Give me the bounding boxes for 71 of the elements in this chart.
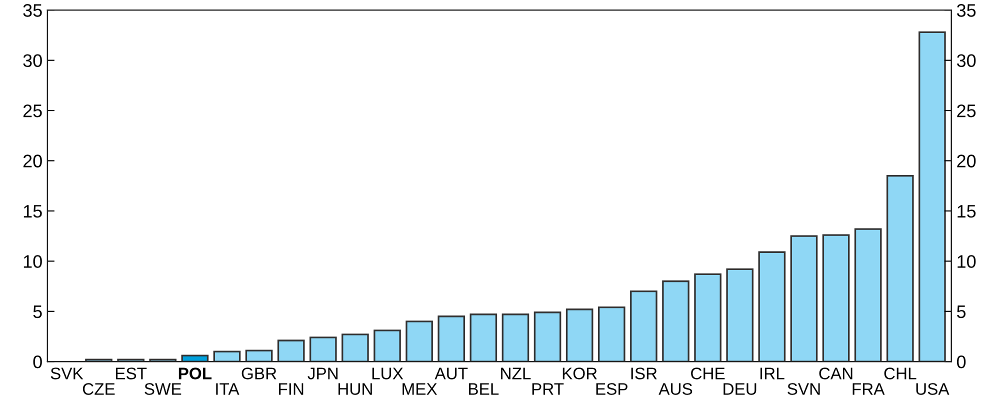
y-tick-label: 5	[33, 305, 42, 318]
bar	[117, 358, 144, 362]
bar	[438, 316, 466, 362]
y2-tick-label: 20	[957, 154, 976, 168]
bar	[406, 320, 433, 362]
bar	[213, 350, 241, 362]
x-tick-label: EST	[116, 368, 147, 380]
x-tick-label: NZL	[501, 368, 531, 380]
x-tick-label: MEX	[402, 383, 438, 395]
x-tick-label: POL	[178, 368, 212, 380]
y-tick-label: 35	[23, 4, 42, 17]
y-tick-label: 10	[24, 255, 42, 268]
y2-tick-label: 0	[956, 356, 966, 368]
bar	[85, 358, 112, 362]
x-tick-label: USA	[916, 383, 950, 395]
bar	[790, 235, 818, 362]
y-tick-label: 25	[23, 104, 42, 118]
y2-tick-label: 30	[956, 54, 976, 68]
x-tick-label: ISR	[631, 368, 657, 380]
y2-tick-label: 5	[957, 305, 966, 318]
x-tick-label: CZE	[82, 383, 115, 395]
x-tick-label: BEL	[469, 383, 499, 395]
bar	[694, 273, 722, 362]
x-tick-label: FIN	[279, 383, 304, 395]
x-tick-label: ESP	[596, 383, 628, 395]
y-tick-label: 30	[23, 54, 42, 68]
x-tick-label: JPN	[308, 368, 338, 380]
x-tick-label: IRL	[760, 368, 784, 380]
x-tick-label: LUX	[372, 368, 404, 380]
x-tick-label: FRA	[852, 383, 885, 395]
bar	[149, 358, 177, 362]
bar	[181, 354, 209, 362]
y-tick-label: 20	[23, 154, 42, 168]
bar	[342, 334, 369, 362]
x-tick-label: KOR	[562, 368, 597, 380]
x-tick-label: AUT	[434, 368, 468, 380]
x-tick-label: SWE	[144, 383, 182, 395]
x-tick-label: CHL	[884, 368, 916, 380]
bar	[662, 280, 690, 362]
x-tick-label: PRT	[532, 383, 564, 395]
bar	[822, 234, 850, 362]
bar	[758, 251, 786, 362]
y-tick-label: 0	[33, 356, 42, 368]
y2-tick-label: 10	[958, 255, 976, 268]
y2-tick-label: 25	[957, 104, 976, 118]
bar	[918, 31, 946, 362]
bar	[854, 228, 882, 362]
x-tick-label: DEU	[724, 383, 756, 395]
x-tick-label: AUS	[658, 383, 692, 395]
bar	[309, 336, 337, 362]
bar	[566, 308, 594, 362]
y2-tick-label: 35	[956, 4, 976, 17]
bar	[598, 306, 626, 362]
y2-tick-label: 15	[958, 205, 976, 218]
bar	[726, 268, 754, 362]
bar	[277, 340, 305, 362]
x-tick-label: CHE	[691, 368, 725, 380]
x-tick-label: SVK	[50, 368, 84, 380]
x-tick-label: ITA	[216, 383, 240, 395]
bar	[374, 330, 401, 362]
y-tick-label: 15	[24, 205, 42, 218]
bar	[470, 314, 498, 362]
x-tick-label: CAN	[819, 368, 852, 380]
x-tick-label: GBR	[242, 368, 276, 380]
x-tick-label: SVN	[788, 383, 820, 395]
bar	[534, 312, 562, 362]
bar	[886, 174, 914, 362]
bar	[245, 350, 273, 362]
bar	[630, 290, 658, 362]
bar	[502, 314, 530, 362]
x-tick-label: HUN	[338, 383, 372, 395]
